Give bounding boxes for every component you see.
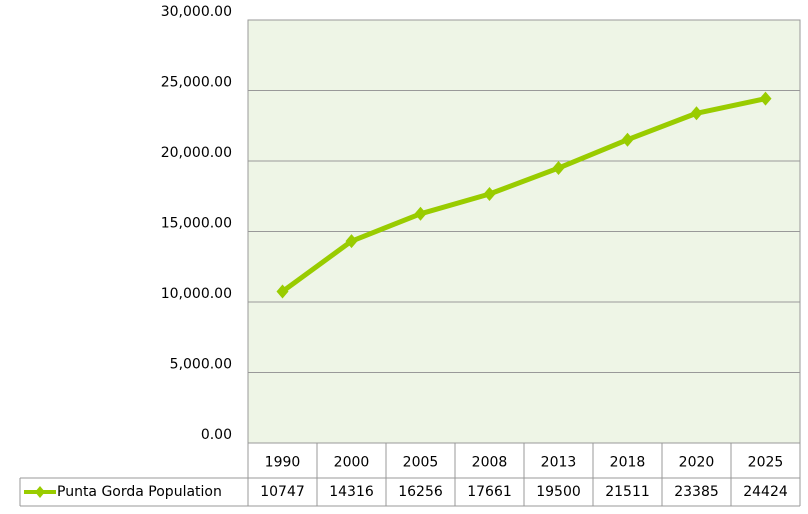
marker [276, 284, 289, 299]
x-tick-label: 2000 [334, 455, 370, 471]
y-tick-label: 15,000.00 [161, 216, 232, 232]
x-tick-label: 2005 [403, 455, 439, 471]
x-tick-label: 2025 [748, 455, 784, 471]
table-value: 24424 [743, 484, 788, 500]
marker [621, 132, 634, 147]
y-tick-label: 25,000.00 [161, 75, 232, 91]
y-tick-label: 10,000.00 [161, 286, 232, 302]
marker [345, 234, 358, 249]
legend-marker [35, 486, 45, 498]
table-value: 21511 [605, 484, 650, 500]
x-tick-label: 1990 [265, 455, 301, 471]
y-tick-label: 0.00 [201, 427, 232, 443]
x-tick-label: 2008 [472, 455, 508, 471]
x-tick-label: 2013 [541, 455, 577, 471]
marker [414, 206, 427, 221]
legend-label: Punta Gorda Population [57, 484, 222, 500]
y-tick-label: 30,000.00 [161, 4, 232, 20]
table-value: 17661 [467, 484, 512, 500]
table-value: 23385 [674, 484, 719, 500]
y-tick-label: 5,000.00 [170, 357, 232, 373]
x-tick-label: 2020 [679, 455, 715, 471]
marker [552, 161, 565, 176]
series-line [281, 96, 767, 294]
marker [483, 186, 496, 201]
marker [690, 106, 703, 121]
y-tick-label: 20,000.00 [161, 145, 232, 161]
table-value: 16256 [398, 484, 443, 500]
marker [759, 91, 772, 106]
table-value: 10747 [260, 484, 305, 500]
table-value: 19500 [536, 484, 581, 500]
table-value: 14316 [329, 484, 374, 500]
x-tick-label: 2018 [610, 455, 646, 471]
